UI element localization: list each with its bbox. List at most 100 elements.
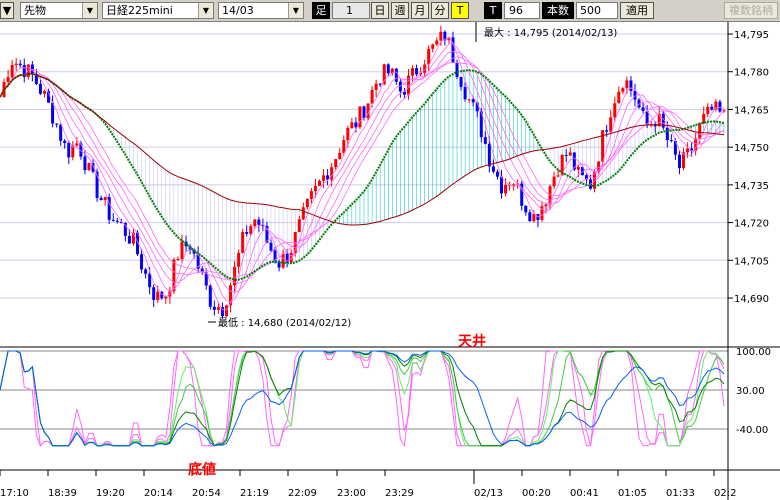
candle-body xyxy=(354,122,358,128)
minute-button[interactable]: 分 xyxy=(431,2,449,19)
low-annotation: 最低 : 14,680 (2014/02/12) xyxy=(218,316,351,329)
candle-body xyxy=(714,101,718,110)
count-label: 本数 xyxy=(542,2,574,19)
chevron-down-icon: ▼ xyxy=(82,3,97,18)
time-label: 22:09 xyxy=(288,488,317,499)
candle-body xyxy=(605,130,609,132)
candle-body xyxy=(18,63,22,66)
candle-body xyxy=(140,254,144,270)
candle-body xyxy=(269,242,273,251)
candle-body xyxy=(273,250,277,262)
candle-body xyxy=(115,220,119,222)
ma-short-line xyxy=(0,56,725,284)
candle-body xyxy=(661,113,665,128)
symbol-select[interactable]: 日経225mini ▼ xyxy=(102,2,214,19)
candle-body xyxy=(99,197,103,201)
candle-body xyxy=(79,143,83,157)
price-tick-label: 14,780 xyxy=(734,68,769,79)
candle-body xyxy=(702,113,706,124)
price-tick-label: 14,750 xyxy=(734,143,769,154)
candle-body xyxy=(180,241,184,259)
candle-body xyxy=(362,106,366,119)
candle-body xyxy=(14,63,18,65)
type-select[interactable]: 先物 ▼ xyxy=(20,2,98,19)
price-tick-label: 14,705 xyxy=(734,256,769,267)
candle-body xyxy=(467,99,471,101)
candle-body xyxy=(459,77,463,88)
candle-body xyxy=(261,224,265,226)
candle-body xyxy=(593,171,597,189)
candle-body xyxy=(552,176,556,187)
candle-body xyxy=(645,110,649,126)
candle-body xyxy=(350,122,354,128)
toolbar: ▼ 先物 ▼ 日経225mini ▼ 14/03 ▼ 足 1 日 週 月 分 T T … xyxy=(0,0,780,22)
candle-body xyxy=(580,166,584,176)
tick-button[interactable]: T xyxy=(451,2,469,19)
candle-body xyxy=(123,223,127,236)
candle-body xyxy=(107,197,111,220)
candle-body xyxy=(427,48,431,65)
time-label: 00:20 xyxy=(522,488,551,499)
osc-tick-label: 100.00 xyxy=(736,347,771,358)
month-select[interactable]: 14/03 ▼ xyxy=(218,2,304,19)
week-button[interactable]: 週 xyxy=(391,2,409,19)
multi-symbol-button[interactable]: 複数銘柄 xyxy=(724,2,778,19)
menu-dropdown-button[interactable]: ▼ xyxy=(0,2,14,19)
price-tick-label: 14,735 xyxy=(734,181,769,192)
candle-body xyxy=(42,91,46,94)
candle-body xyxy=(629,80,633,91)
oscillator-line xyxy=(0,350,725,447)
candle-body xyxy=(637,99,641,108)
candle-body xyxy=(686,148,690,153)
oscillator-line xyxy=(0,350,725,447)
day-button[interactable]: 日 xyxy=(371,2,389,19)
high-annotation: 最大 : 14,795 (2014/02/13) xyxy=(484,26,617,39)
time-label: 21:19 xyxy=(240,488,269,499)
candle-body xyxy=(309,191,313,199)
candle-body xyxy=(443,31,447,41)
candle-body xyxy=(609,117,613,132)
time-label: 17:10 xyxy=(0,488,29,499)
candle-body xyxy=(682,152,686,169)
count-input[interactable]: 500 xyxy=(576,2,618,19)
apply-button[interactable]: 適用 xyxy=(620,2,654,19)
candle-body xyxy=(584,175,588,180)
price-chart[interactable]: 14,795 14,780 14,765 14,750 14,735 14,720 14,7… xyxy=(0,22,780,500)
candle-body xyxy=(160,291,164,299)
candle-body xyxy=(657,113,661,127)
candle-body xyxy=(277,261,281,268)
candle-body xyxy=(491,166,495,172)
month-button[interactable]: 月 xyxy=(411,2,429,19)
candle-body xyxy=(435,40,439,45)
candle-body xyxy=(524,205,528,213)
candle-body xyxy=(625,80,629,89)
candle-body xyxy=(95,171,99,198)
candle-body xyxy=(487,143,491,167)
candle-body xyxy=(119,221,123,224)
ashi-input[interactable]: 1 xyxy=(332,2,370,19)
time-label: 20:14 xyxy=(144,488,173,499)
time-label: 18:39 xyxy=(48,488,77,499)
candle-body xyxy=(722,110,726,112)
candle-body xyxy=(532,214,536,222)
candle-body xyxy=(398,81,402,92)
candle-body xyxy=(358,106,362,128)
candle-body xyxy=(706,106,710,114)
candle-body xyxy=(370,89,374,104)
candle-body xyxy=(431,44,435,49)
candle-body xyxy=(483,137,487,144)
month-select-value: 14/03 xyxy=(222,4,254,17)
time-label: 02/13 xyxy=(474,488,503,499)
candle-body xyxy=(601,130,605,162)
candle-body xyxy=(204,272,208,286)
price-tick-label: 14,720 xyxy=(734,219,769,230)
candle-body xyxy=(229,285,233,306)
candle-body xyxy=(83,156,87,171)
candle-body xyxy=(131,232,135,244)
t-input[interactable]: 96 xyxy=(504,2,540,19)
candle-body xyxy=(237,252,241,267)
candle-body xyxy=(289,252,293,263)
candle-body xyxy=(415,68,419,75)
candle-body xyxy=(463,87,467,100)
time-label: 02:2 xyxy=(714,488,736,499)
